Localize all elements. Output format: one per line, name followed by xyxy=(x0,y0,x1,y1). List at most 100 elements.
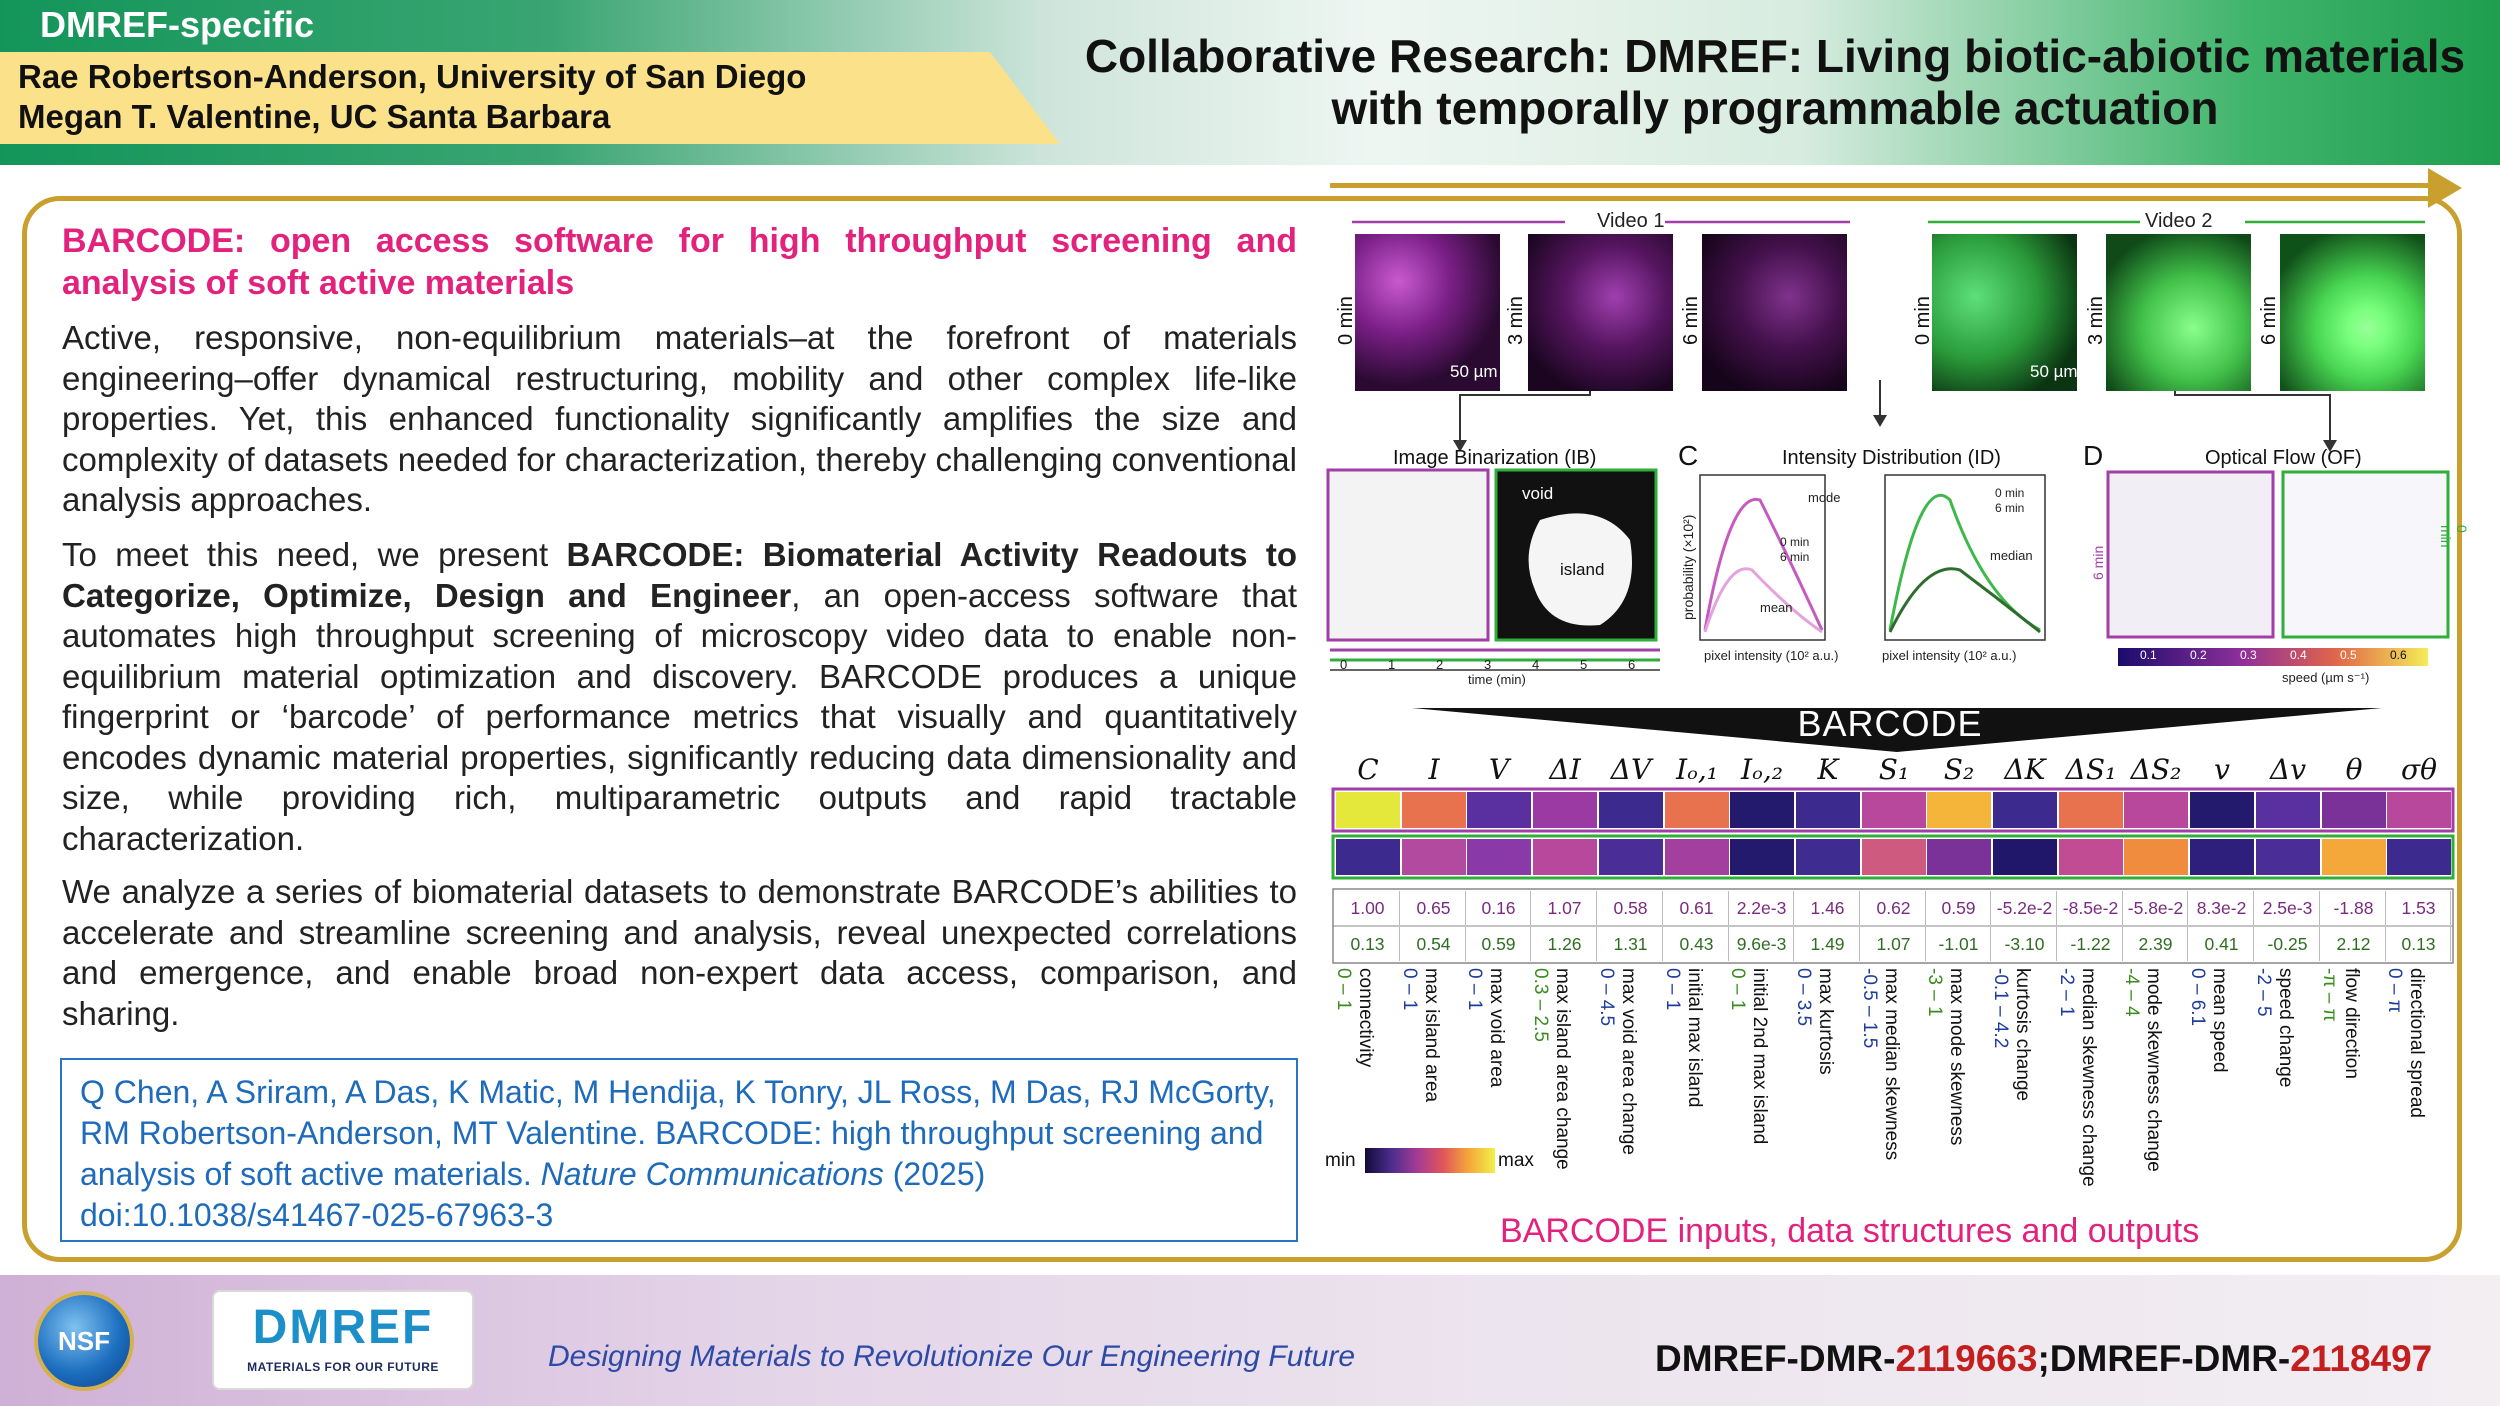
barcode-cell-video2 xyxy=(1336,839,1400,875)
paragraph-3: We analyze a series of biomaterial datas… xyxy=(62,873,1297,1032)
barcode-symbol: S₁ xyxy=(1878,753,1910,786)
speed-tick: 0.4 xyxy=(2290,648,2307,662)
metric-range: 0 – 6.1 xyxy=(2187,968,2208,1027)
paragraph-2-bold: BARCODE: Biomaterial Activity Readouts t… xyxy=(62,536,1297,614)
citation-authors: Q Chen, A Sriram, A Das, K Matic, M Hend… xyxy=(80,1074,1276,1192)
panel-d-letter: D xyxy=(2083,440,2104,471)
probability-axis-label: probability (×10²) xyxy=(1680,514,1696,620)
v2-time-0: 0 min xyxy=(1912,296,1934,345)
metric-range: -3 – 1 xyxy=(1924,968,1945,1017)
mean-label: mean xyxy=(1760,600,1793,615)
barcode-value-video1: 1.53 xyxy=(2387,891,2451,925)
v2-time-6: 6 min xyxy=(2258,296,2280,345)
barcode-value-video2: 1.31 xyxy=(1599,927,1663,961)
barcode-symbol: ΔK xyxy=(2004,753,2046,786)
barcode-cell-video2 xyxy=(2124,839,2188,875)
barcode-metric-label: mean speed 0 – 6.1 xyxy=(2187,968,2254,1208)
barcode-value-video2: 0.43 xyxy=(1665,927,1729,961)
metric-name: max void area xyxy=(1486,968,1507,1088)
barcode-metric-text: max void area 0 – 1 xyxy=(1463,968,1507,1087)
metric-name: flow direction xyxy=(2341,968,2362,1079)
barcode-metric-text: median skewness change -2 – 1 xyxy=(2055,968,2099,1187)
barcode-metric-text: max island area 0 – 1 xyxy=(1398,968,1442,1102)
v2-time-3: 3 min xyxy=(2085,296,2107,345)
metric-name: max mode skewness xyxy=(1946,968,1967,1146)
barcode-metric-text: mode skewness change -4 – 4 xyxy=(2120,968,2164,1172)
barcode-value-video2: 1.07 xyxy=(1862,927,1926,961)
frame-arrow-line xyxy=(1330,183,2430,188)
video1-frame-0 xyxy=(1355,234,1500,391)
barcode-symbol: θ xyxy=(2345,753,2363,786)
pixel-axis-label-1: pixel intensity (10² a.u.) xyxy=(1704,648,1839,663)
barcode-value-video1: 1.00 xyxy=(1336,891,1400,925)
barcode-cell-video1 xyxy=(1665,792,1729,828)
barcode-symbol: K xyxy=(1817,753,1839,786)
paragraph-1: Active, responsive, non-equilibrium mate… xyxy=(62,319,1297,518)
barcode-metric-text: initial max island 0 – 1 xyxy=(1661,968,1705,1107)
metric-name: mean speed xyxy=(2209,968,2230,1073)
metric-range: -0.1 – 4.2 xyxy=(1990,968,2011,1049)
time-tick: 1 xyxy=(1388,657,1396,672)
barcode-metric-label: max mode skewness -3 – 1 xyxy=(1924,968,1991,1208)
island-label: island xyxy=(1560,560,1605,579)
video1-frame-3 xyxy=(1528,234,1673,391)
barcode-metric-text: speed change -2 – 5 xyxy=(2252,968,2296,1087)
mode-label: mode xyxy=(1808,490,1841,505)
barcode-cell-video2 xyxy=(2190,839,2254,875)
barcode-cell-video1 xyxy=(1862,792,1926,828)
barcode-value-video1: 0.62 xyxy=(1862,891,1926,925)
barcode-metric-label: flow direction -π – π xyxy=(2319,968,2386,1208)
barcode-value-video2: 1.49 xyxy=(1796,927,1860,961)
barcode-value-video2: -1.01 xyxy=(1927,927,1991,961)
barcode-value-video2: -1.22 xyxy=(2059,927,2123,961)
metric-name: max island area change xyxy=(1552,968,1573,1170)
paragraph-2-intro: To meet this need, we present xyxy=(62,536,567,573)
program-tag: DMREF-specific xyxy=(40,4,315,45)
time-axis-label: time (min) xyxy=(1468,672,1526,687)
metric-name: max island area xyxy=(1421,968,1442,1103)
barcode-symbol: V xyxy=(1488,753,1510,786)
barcode-cell-video2 xyxy=(1927,839,1991,875)
barcode-cell-video1 xyxy=(1993,792,2057,828)
author-1: Rae Robertson-Anderson, University of Sa… xyxy=(18,58,807,95)
speed-tick: 0.1 xyxy=(2140,648,2157,662)
barcode-metric-text: directional spread 0 – π xyxy=(2383,968,2427,1118)
barcode-metric-label: initial max island 0 – 1 xyxy=(1662,968,1729,1208)
barcode-cell-video2 xyxy=(2256,839,2320,875)
time-tick: 2 xyxy=(1436,657,1444,672)
award-number-2: 2118497 xyxy=(2290,1338,2433,1379)
of-6-min: 6 min xyxy=(2090,545,2106,580)
barcode-metric-label: max island area change 0.3 – 2.5 xyxy=(1530,968,1597,1208)
award-number-1: 2119663 xyxy=(1895,1338,2038,1379)
barcode-metric-label: max median skewness -0.5 – 1.5 xyxy=(1859,968,1926,1208)
video2-label: Video 2 xyxy=(2145,210,2213,232)
barcode-cell-video1 xyxy=(1467,792,1531,828)
barcode-metric-text: connectivity 0 – 1 xyxy=(1332,968,1376,1067)
metric-range: 0 – 3.5 xyxy=(1793,968,1814,1027)
barcode-value-video2: 1.26 xyxy=(1533,927,1597,961)
nsf-logo: NSF xyxy=(38,1295,130,1387)
barcode-value-video1: 0.61 xyxy=(1665,891,1729,925)
metric-range: 0 – π xyxy=(2384,968,2405,1013)
barcode-value-video1: 0.65 xyxy=(1402,891,1466,925)
of-0-min: 0 min xyxy=(2438,525,2470,548)
barcode-value-video2: -3.10 xyxy=(1993,927,2057,961)
metric-name: mode skewness change xyxy=(2143,968,2164,1172)
barcode-value-video1: 1.46 xyxy=(1796,891,1860,925)
speed-axis-label: speed (µm s⁻¹) xyxy=(2282,670,2370,685)
barcode-cell-video2 xyxy=(2387,839,2451,875)
barcode-value-video1: 1.07 xyxy=(1533,891,1597,925)
metric-name: directional spread xyxy=(2406,968,2427,1118)
of-title: Optical Flow (OF) xyxy=(2205,447,2362,469)
metric-range: 0 – 1 xyxy=(1399,968,1420,1011)
barcode-value-video2: 2.12 xyxy=(2322,927,2386,961)
barcode-cell-video2 xyxy=(1599,839,1663,875)
metric-name: median skewness change xyxy=(2078,968,2099,1187)
barcode-metric-text: initial 2nd max island 0 – 1 xyxy=(1726,968,1770,1144)
pixel-axis-label-2: pixel intensity (10² a.u.) xyxy=(1882,648,2017,663)
barcode-cell-video1 xyxy=(2059,792,2123,828)
barcode-value-video2: 2.39 xyxy=(2124,927,2188,961)
barcode-metric-text: flow direction -π – π xyxy=(2318,968,2362,1079)
barcode-cell-video1 xyxy=(1402,792,1466,828)
